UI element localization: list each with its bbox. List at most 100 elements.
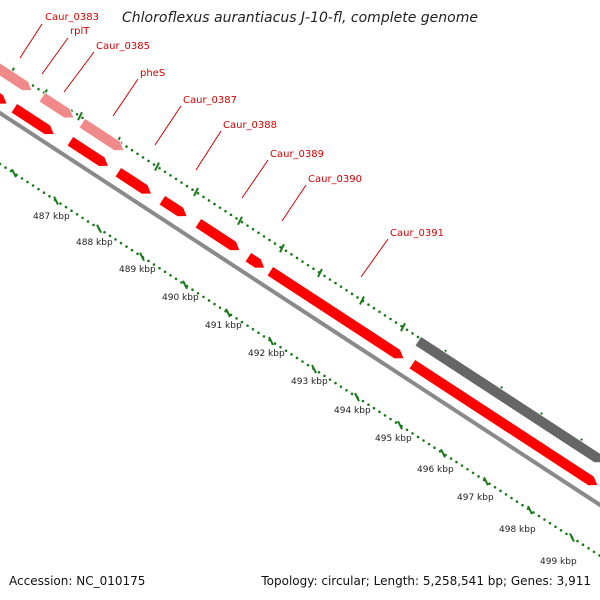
outer-tick-dot [378, 310, 381, 314]
inner-tick-dot [191, 288, 194, 292]
inner-tick-dot [548, 521, 552, 525]
kbp-tick-label: 497 kbp [457, 493, 494, 503]
label-leader-line [195, 130, 222, 171]
gene-arrow[interactable] [266, 265, 407, 363]
inner-tick-dot [147, 259, 150, 263]
inner-tick-dot [532, 511, 535, 514]
outer-tick-dot [405, 328, 409, 332]
inner-tick-dot [213, 302, 216, 306]
gene-arrow[interactable] [408, 358, 600, 490]
outer-tick-dot [169, 174, 172, 177]
gene-arrow[interactable] [0, 88, 10, 108]
inner-major-tick [527, 505, 533, 515]
outer-tick-dot [37, 87, 40, 91]
gene-arrow[interactable] [414, 335, 600, 467]
outer-tick-dot [273, 242, 277, 245]
inner-tick-dot [290, 353, 293, 356]
inner-tick-dot [592, 550, 596, 554]
inner-tick-dot [64, 205, 68, 209]
inner-major-tick [354, 392, 360, 402]
inner-tick-dot [554, 525, 557, 529]
outer-major-tick [359, 295, 365, 305]
gene-arrow[interactable] [158, 194, 190, 221]
inner-tick-dot [581, 543, 585, 546]
gene-arrow[interactable] [0, 57, 35, 95]
inner-tick-dot [416, 435, 420, 439]
inner-tick-dot [499, 489, 502, 493]
inner-tick-dot [108, 234, 112, 238]
inner-tick-dot [119, 241, 123, 245]
inner-tick-dot [240, 320, 244, 324]
outer-tick-dot [284, 249, 288, 253]
gene-label[interactable]: Caur_0385 [96, 41, 150, 52]
outer-tick-dot [240, 220, 244, 224]
inner-tick-dot [279, 345, 282, 349]
outer-tick-dot [130, 148, 134, 152]
inner-tick-dot [537, 514, 541, 518]
inner-major-tick [182, 280, 188, 290]
outer-tick-dot [356, 296, 359, 299]
inner-tick-dot [405, 428, 409, 432]
gene-label[interactable]: pheS [140, 68, 165, 79]
gene-label[interactable]: Caur_0387 [183, 95, 237, 106]
label-leader-line [154, 105, 182, 146]
gene-label[interactable]: Caur_0389 [270, 149, 324, 160]
outer-tick-dot [213, 202, 216, 206]
inner-tick-dot [488, 482, 491, 485]
inner-tick-dot [411, 432, 414, 435]
inner-tick-dot [301, 360, 304, 363]
gene-label[interactable]: Caur_0391 [390, 228, 444, 239]
outer-tick-dot [202, 195, 205, 199]
label-leader-line [112, 78, 139, 117]
kbp-tick-label: 494 kbp [334, 406, 371, 416]
inner-major-tick [225, 308, 231, 318]
inner-tick-dot [207, 299, 211, 302]
inner-tick-dot [460, 464, 464, 467]
outer-tick-dot [372, 306, 376, 310]
label-leader-line [281, 184, 307, 222]
outer-tick-dot [224, 209, 227, 213]
inner-tick-dot [163, 270, 167, 274]
gene-arrow[interactable] [114, 166, 155, 198]
inner-tick-dot [317, 371, 321, 374]
outer-tick-dot [334, 281, 337, 285]
inner-tick-dot [367, 403, 370, 406]
gene-label[interactable]: rplT [70, 26, 90, 37]
outer-tick-dot [174, 177, 178, 181]
gene-arrow[interactable] [66, 135, 112, 170]
inner-tick-dot [378, 410, 381, 414]
outer-tick-dot [328, 278, 332, 281]
outer-tick-dot [196, 191, 200, 195]
outer-tick-dot [81, 116, 84, 120]
inner-tick-dot [235, 317, 238, 320]
kbp-tick-label: 489 kbp [119, 265, 156, 275]
inner-tick-dot [559, 529, 563, 532]
gene-track [0, 57, 600, 490]
gene-label[interactable]: Caur_0390 [308, 174, 362, 185]
label-leader-line [241, 159, 269, 199]
kbp-tick-label: 496 kbp [417, 465, 454, 475]
inner-tick-dot [504, 493, 508, 496]
kbp-tick-label: 490 kbp [162, 293, 199, 303]
outer-tick-dot [394, 321, 398, 324]
inner-tick-dot [136, 252, 139, 256]
gene-arrow[interactable] [244, 251, 268, 272]
inner-tick-dot [510, 496, 513, 500]
inner-tick-dot [0, 162, 2, 166]
gene-label[interactable]: Caur_0383 [45, 12, 99, 23]
inner-tick-dot [383, 414, 387, 417]
tick-labels: 487 kbp 488 kbp 489 kbp 490 kbp 491 kbp 492 k… [33, 212, 577, 567]
kbp-tick-label: 493 kbp [291, 377, 328, 387]
gene-label[interactable]: Caur_0388 [223, 120, 277, 131]
genome-summary: Topology: circular; Length: 5,258,541 bp… [261, 574, 591, 588]
gene-arrow[interactable] [78, 117, 127, 155]
inner-tick-dot [565, 532, 568, 536]
gene-arrow[interactable] [10, 102, 57, 138]
inner-tick-dot [521, 503, 524, 507]
inner-tick-dot [339, 385, 343, 388]
gene-arrow[interactable] [194, 217, 243, 255]
inner-tick-dot [103, 230, 106, 234]
inner-tick-dot [422, 439, 425, 442]
gene-arrow[interactable] [38, 91, 77, 122]
inner-major-tick [440, 448, 446, 458]
